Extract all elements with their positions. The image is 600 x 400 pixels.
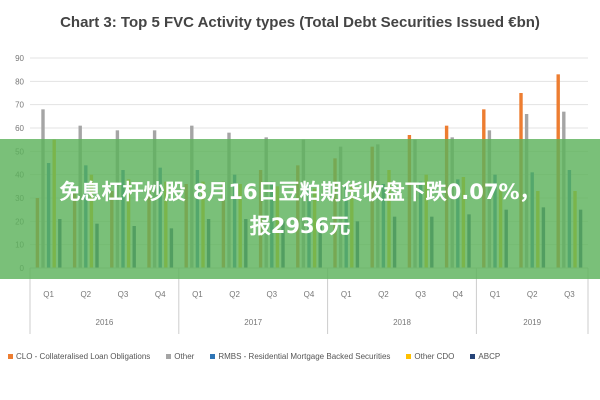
x-tick-label: Q3 bbox=[118, 290, 129, 299]
overlay-banner: 免息杠杆炒股 8月16日豆粕期货收盘下跌0.07%， 报2936元 bbox=[0, 139, 600, 279]
x-tick-label: Q2 bbox=[378, 290, 389, 299]
x-tick-label: Q3 bbox=[564, 290, 575, 299]
legend-label: CLO - Collateralised Loan Obligations bbox=[16, 352, 151, 361]
y-tick-label: 90 bbox=[15, 54, 24, 63]
x-group-label: 2017 bbox=[244, 318, 262, 327]
legend-item: Other CDO bbox=[406, 352, 454, 361]
x-group-label: 2016 bbox=[96, 318, 114, 327]
legend-item: ABCP bbox=[470, 352, 500, 361]
x-tick-label: Q2 bbox=[229, 290, 240, 299]
x-tick-label: Q1 bbox=[192, 290, 203, 299]
x-tick-label: Q1 bbox=[341, 290, 352, 299]
x-tick-label: Q1 bbox=[490, 290, 501, 299]
legend-label: Other CDO bbox=[414, 352, 455, 361]
legend-item: Other bbox=[166, 352, 194, 361]
x-tick-label: Q2 bbox=[80, 290, 91, 299]
chart-title: Chart 3: Top 5 FVC Activity types (Total… bbox=[60, 14, 540, 31]
legend-item: CLO - Collateralised Loan Obligations bbox=[8, 352, 150, 361]
y-tick-label: 70 bbox=[15, 101, 24, 110]
y-tick-label: 60 bbox=[15, 124, 24, 133]
banner-line-1: 免息杠杆炒股 8月16日豆粕期货收盘下跌0.07%， bbox=[59, 180, 541, 204]
legend-label: Other bbox=[174, 352, 195, 361]
legend-swatch bbox=[470, 354, 476, 359]
x-tick-label: Q3 bbox=[415, 290, 426, 299]
legend-swatch bbox=[210, 354, 216, 359]
x-group-label: 2018 bbox=[393, 318, 411, 327]
chart-legend: CLO - Collateralised Loan Obligations Oth… bbox=[8, 352, 598, 361]
x-tick-label: Q3 bbox=[266, 290, 277, 299]
x-tick-label: Q2 bbox=[527, 290, 538, 299]
y-tick-label: 80 bbox=[15, 77, 24, 86]
x-tick-label: Q4 bbox=[452, 290, 463, 299]
legend-item: RMBS - Residential Mortgage Backed Secur… bbox=[210, 352, 390, 361]
banner-line-2: 报2936元 bbox=[249, 214, 351, 238]
x-tick-label: Q4 bbox=[304, 290, 315, 299]
x-tick-label: Q1 bbox=[43, 290, 54, 299]
legend-label: ABCP bbox=[478, 352, 501, 361]
banner-text: 免息杠杆炒股 8月16日豆粕期货收盘下跌0.07%， 报2936元 bbox=[46, 175, 555, 243]
legend-label: RMBS - Residential Mortgage Backed Secur… bbox=[218, 352, 391, 361]
legend-swatch bbox=[8, 354, 13, 359]
legend-swatch bbox=[166, 354, 172, 359]
x-tick-label: Q4 bbox=[155, 290, 166, 299]
x-group-label: 2019 bbox=[523, 318, 541, 327]
legend-swatch bbox=[406, 354, 412, 359]
